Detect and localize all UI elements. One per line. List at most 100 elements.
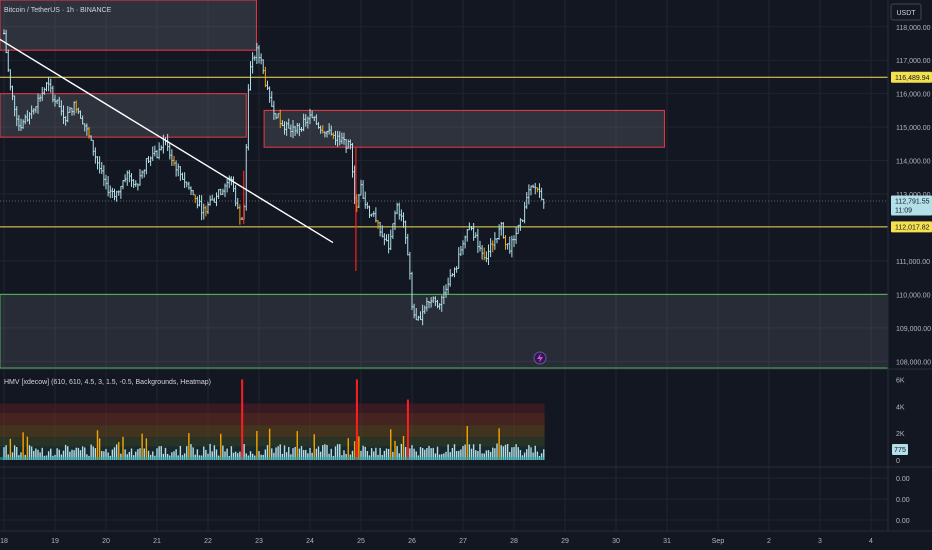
volume-bar bbox=[105, 448, 107, 460]
volume-bar bbox=[530, 447, 532, 460]
volume-bar bbox=[147, 450, 150, 460]
volume-bar bbox=[47, 451, 50, 460]
volume-bar bbox=[487, 450, 490, 460]
volume-bar bbox=[186, 446, 188, 460]
volume-bar bbox=[443, 453, 445, 460]
volume-bar bbox=[145, 438, 148, 460]
volume-bar bbox=[173, 451, 175, 460]
volume-bar bbox=[330, 448, 332, 460]
volume-bar bbox=[375, 447, 377, 460]
volume-bar bbox=[22, 432, 24, 460]
volume-bar bbox=[205, 449, 207, 460]
volume-bar bbox=[424, 449, 426, 460]
volume-bar bbox=[336, 444, 339, 460]
volume-bar bbox=[64, 444, 67, 460]
volume-bar bbox=[419, 446, 422, 460]
volume-bar bbox=[164, 447, 167, 460]
volume-bar bbox=[453, 444, 456, 460]
oscillator-axis[interactable]: 0.00 0.00 0.00 bbox=[0, 476, 910, 525]
volume-bar bbox=[353, 441, 356, 460]
volume-bar bbox=[226, 448, 228, 460]
volume-bar bbox=[317, 446, 320, 460]
price-axis-tick-label: 109,000.00 bbox=[896, 326, 931, 333]
volume-bar bbox=[220, 433, 222, 460]
volume-bar bbox=[360, 450, 362, 460]
volume-bar bbox=[207, 453, 209, 460]
volume-bar bbox=[462, 445, 464, 460]
volume-bar bbox=[71, 449, 73, 460]
volume-bar bbox=[277, 446, 279, 460]
volume-bar bbox=[339, 444, 341, 460]
resistance-zone-mid[interactable] bbox=[0, 93, 247, 138]
volume-bar bbox=[190, 444, 192, 460]
volume-bar bbox=[58, 449, 60, 460]
volume-bar bbox=[281, 453, 284, 460]
resistance-zone-right[interactable] bbox=[263, 109, 665, 148]
price-axis-tick-label: 114,000.00 bbox=[896, 159, 931, 166]
time-axis-tick-label: 23 bbox=[255, 538, 263, 545]
volume-bar bbox=[92, 446, 94, 460]
bar-countdown: 11:09 bbox=[895, 208, 912, 215]
volume-axis-tick-label: 6K bbox=[896, 377, 905, 384]
volume-bar bbox=[298, 448, 301, 460]
resistance-zone-top[interactable] bbox=[0, 0, 257, 51]
volume-bar bbox=[536, 451, 539, 460]
volume-bar bbox=[307, 453, 309, 460]
volume-bars bbox=[0, 379, 545, 460]
volume-bar bbox=[118, 441, 120, 460]
volume-bar bbox=[264, 449, 267, 460]
volume-bar bbox=[519, 450, 522, 460]
price-tag-value: 116,489.94 bbox=[895, 75, 930, 82]
level-price-tag bbox=[891, 221, 932, 233]
volume-bar bbox=[479, 443, 481, 460]
volume-bar bbox=[468, 444, 471, 460]
volume-bar bbox=[143, 448, 145, 460]
time-axis-tick-label: 3 bbox=[818, 538, 822, 545]
volume-bar bbox=[426, 448, 428, 460]
volume-bar bbox=[347, 438, 349, 460]
time-axis-tick-label: 24 bbox=[306, 538, 314, 545]
volume-bar bbox=[379, 447, 381, 460]
support-zone-bottom[interactable] bbox=[0, 293, 889, 369]
volume-value: 775 bbox=[894, 447, 906, 454]
time-axis-tick-label: 27 bbox=[459, 538, 467, 545]
time-axis-tick-label: 18 bbox=[0, 538, 8, 545]
volume-bar bbox=[455, 451, 458, 460]
volume-bar bbox=[383, 450, 386, 460]
volume-bar bbox=[315, 448, 318, 460]
volume-bar bbox=[366, 451, 369, 460]
volume-bar bbox=[183, 453, 186, 460]
volume-bar bbox=[137, 449, 139, 460]
volume-bar bbox=[73, 450, 75, 460]
volume-bar bbox=[415, 451, 417, 460]
volume-bar bbox=[230, 446, 233, 460]
volume-bar bbox=[77, 447, 80, 460]
volume-bar bbox=[84, 447, 86, 460]
volume-bar bbox=[209, 443, 211, 460]
descending-trendline[interactable] bbox=[0, 20, 334, 244]
trendline[interactable] bbox=[0, 20, 334, 244]
heatmap-band bbox=[0, 425, 545, 438]
time-axis[interactable]: 18 19 20 21 22 23 24 25 26 27 28 29 30 31 Sep 2 3 4 bbox=[0, 538, 873, 545]
volume-bar bbox=[509, 451, 511, 460]
volume-bar bbox=[33, 450, 35, 460]
volume-bar bbox=[98, 438, 101, 460]
volume-axis[interactable]: 6K 4K 2K 0 bbox=[896, 377, 905, 465]
volume-bar bbox=[362, 445, 364, 460]
volume-bar bbox=[50, 448, 52, 460]
event-icon[interactable] bbox=[533, 351, 547, 365]
volume-bar bbox=[489, 451, 492, 460]
level-price-tag bbox=[891, 71, 932, 83]
currency-button[interactable]: USDT bbox=[890, 3, 922, 21]
volume-bar bbox=[283, 445, 286, 460]
volume-bar bbox=[128, 452, 131, 460]
time-axis-tick-label: 19 bbox=[51, 538, 59, 545]
volume-bar bbox=[451, 447, 454, 460]
volume-bar bbox=[141, 433, 143, 460]
volume-bar bbox=[485, 450, 488, 460]
volume-bar bbox=[540, 453, 543, 460]
volume-bar bbox=[432, 447, 434, 460]
volume-bar bbox=[326, 445, 328, 460]
volume-bar bbox=[390, 429, 392, 460]
